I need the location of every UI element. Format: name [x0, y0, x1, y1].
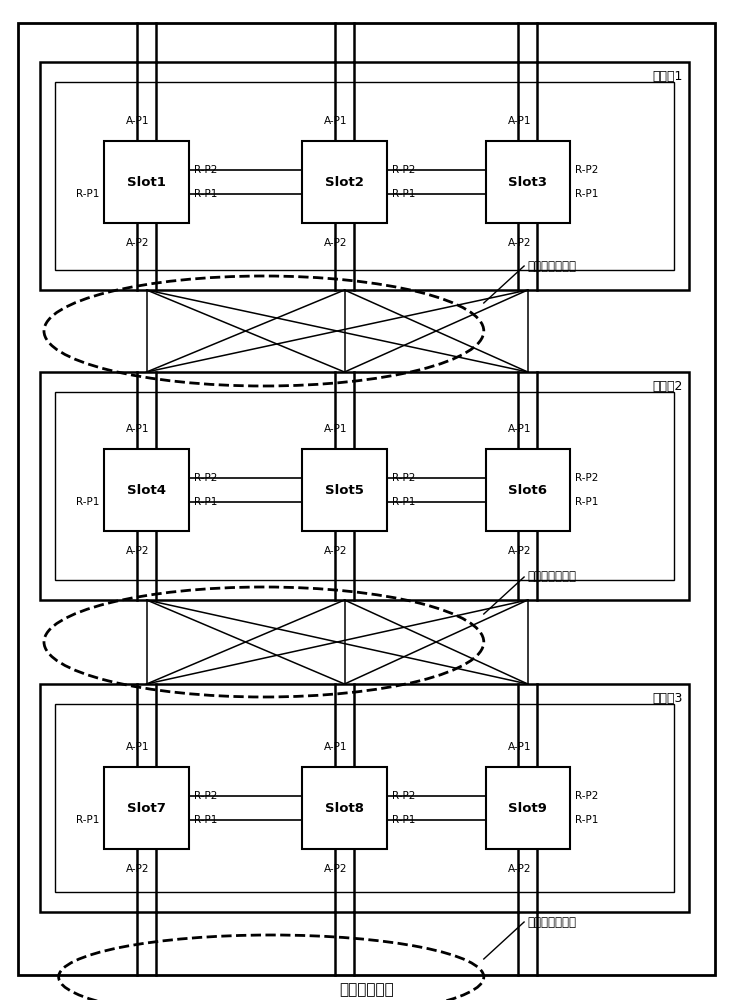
Text: Slot6: Slot6: [508, 484, 548, 496]
Text: A-P2: A-P2: [126, 238, 150, 248]
Text: Slot1: Slot1: [127, 176, 166, 188]
Text: R-P2: R-P2: [391, 165, 415, 175]
Text: Slot4: Slot4: [127, 484, 166, 496]
Text: R-P2: R-P2: [575, 165, 598, 175]
Text: R-P1: R-P1: [391, 497, 415, 507]
Text: R-P1: R-P1: [194, 497, 217, 507]
Text: A-P2: A-P2: [126, 546, 150, 556]
Text: R-P1: R-P1: [76, 497, 100, 507]
Text: A-P2: A-P2: [126, 864, 150, 874]
Bar: [303, 449, 387, 531]
Bar: [40, 62, 689, 290]
Text: A-P2: A-P2: [324, 238, 348, 248]
Bar: [40, 372, 689, 600]
Text: Slot9: Slot9: [508, 802, 548, 814]
Bar: [105, 767, 189, 849]
Text: A-P1: A-P1: [507, 742, 531, 752]
Text: R-P2: R-P2: [391, 791, 415, 801]
Text: 堆叠组1: 堆叠组1: [653, 70, 683, 83]
Text: R-P1: R-P1: [575, 189, 598, 199]
Bar: [105, 449, 189, 531]
Text: R-P1: R-P1: [76, 815, 100, 825]
Bar: [485, 141, 570, 223]
Text: A-P2: A-P2: [507, 864, 531, 874]
Text: Slot3: Slot3: [508, 176, 548, 188]
Text: A-P1: A-P1: [126, 742, 150, 752]
Text: R-P2: R-P2: [194, 165, 217, 175]
Text: Slot2: Slot2: [325, 176, 364, 188]
Text: R-P2: R-P2: [194, 473, 217, 483]
Text: A-P2: A-P2: [324, 546, 348, 556]
Text: R-P1: R-P1: [194, 815, 217, 825]
Text: R-P1: R-P1: [391, 815, 415, 825]
Text: A-P1: A-P1: [324, 424, 348, 434]
Text: R-P2: R-P2: [391, 473, 415, 483]
Text: A-P1: A-P1: [126, 116, 150, 126]
Text: 组间堆叠聚合组: 组间堆叠聚合组: [528, 259, 577, 272]
Text: 组间堆叠聚合组: 组间堆叠聚合组: [528, 570, 577, 584]
Bar: [55, 704, 674, 892]
Text: R-P1: R-P1: [391, 189, 415, 199]
Text: A-P1: A-P1: [126, 424, 150, 434]
Text: A-P1: A-P1: [507, 424, 531, 434]
Bar: [55, 82, 674, 270]
Text: A-P2: A-P2: [324, 864, 348, 874]
Bar: [40, 684, 689, 912]
Text: A-P2: A-P2: [507, 238, 531, 248]
Text: A-P1: A-P1: [324, 742, 348, 752]
Text: R-P1: R-P1: [194, 189, 217, 199]
Text: A-P1: A-P1: [324, 116, 348, 126]
Text: Slot5: Slot5: [325, 484, 364, 496]
Text: R-P1: R-P1: [575, 815, 598, 825]
Text: A-P2: A-P2: [507, 546, 531, 556]
Text: Slot8: Slot8: [325, 802, 364, 814]
Text: 组间堆叠聚合组: 组间堆叠聚合组: [528, 916, 577, 928]
Bar: [303, 767, 387, 849]
Text: R-P1: R-P1: [575, 497, 598, 507]
Text: 矩阵堆叠系统: 矩阵堆叠系统: [339, 982, 394, 998]
Text: R-P2: R-P2: [575, 791, 598, 801]
Text: R-P1: R-P1: [76, 189, 100, 199]
Bar: [55, 392, 674, 580]
Text: 堆叠组3: 堆叠组3: [653, 692, 683, 705]
Text: A-P1: A-P1: [507, 116, 531, 126]
Bar: [303, 141, 387, 223]
Bar: [105, 141, 189, 223]
Text: 堆叠组2: 堆叠组2: [653, 380, 683, 393]
Text: R-P2: R-P2: [575, 473, 598, 483]
Text: Slot7: Slot7: [127, 802, 166, 814]
Text: R-P2: R-P2: [194, 791, 217, 801]
Bar: [485, 449, 570, 531]
Bar: [485, 767, 570, 849]
